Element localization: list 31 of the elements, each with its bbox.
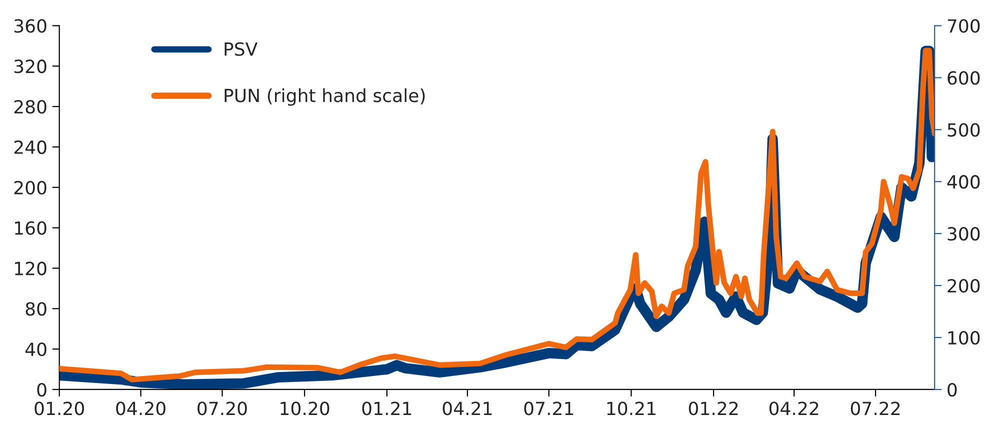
x-tick-label: 07.21 bbox=[524, 402, 574, 416]
y-tick-label: 360 bbox=[14, 19, 46, 33]
legend-label: PUN (right hand scale) bbox=[224, 88, 425, 106]
y2-tick-label: 500 bbox=[948, 123, 980, 137]
y-tick-label: 240 bbox=[14, 140, 46, 154]
y2-tick-label: 300 bbox=[948, 227, 980, 241]
x-tick-label: 04.21 bbox=[442, 402, 492, 416]
x-tick-label: 01.20 bbox=[34, 402, 84, 416]
x-tick-label: 01.21 bbox=[362, 402, 412, 416]
x-tick-label: 01.22 bbox=[688, 402, 738, 416]
y2-tick-label: 600 bbox=[948, 71, 980, 85]
y-tick-label: 160 bbox=[15, 221, 46, 235]
y2-tick-label: 100 bbox=[948, 330, 980, 345]
y-tick-label: 280 bbox=[14, 100, 46, 114]
y2-tick-label: 0 bbox=[948, 382, 957, 397]
x-tick-label: 10.21 bbox=[607, 402, 656, 416]
y-tick-label: 40 bbox=[25, 342, 46, 356]
y2-tick-label: 700 bbox=[948, 19, 980, 33]
y-tick-label: 80 bbox=[26, 302, 46, 316]
x-tick-label: 10.20 bbox=[280, 402, 330, 416]
y2-tick-label: 400 bbox=[947, 175, 980, 189]
y-tick-label: 200 bbox=[14, 180, 46, 194]
x-tick-label: 04.20 bbox=[116, 402, 166, 416]
x-tick-label: 04.22 bbox=[769, 402, 818, 416]
legend-label: PSV bbox=[224, 42, 258, 56]
y-tick-label: 320 bbox=[14, 60, 46, 74]
x-tick-label: 07.20 bbox=[198, 402, 247, 416]
x-tick-label: 07.22 bbox=[850, 402, 900, 416]
y-tick-label: 0 bbox=[37, 382, 46, 397]
y2-tick-label: 200 bbox=[948, 278, 980, 293]
y-tick-label: 120 bbox=[15, 262, 46, 276]
